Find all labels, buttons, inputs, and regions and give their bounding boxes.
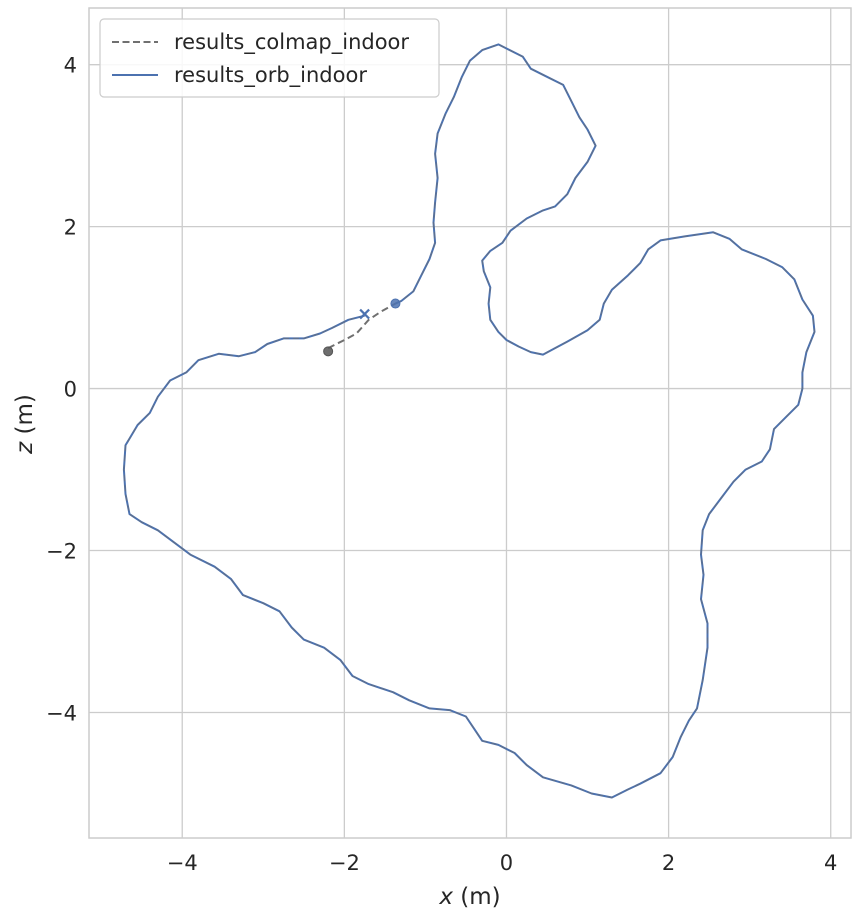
- legend-box: [99, 18, 440, 98]
- y-axis-variable: z: [12, 441, 38, 455]
- x-tick-label: 4: [824, 851, 837, 875]
- y-axis-label: z (m): [12, 394, 38, 455]
- x-tick-label: −2: [329, 851, 360, 875]
- x-tick-label: 0: [500, 851, 513, 875]
- series-line-colmap-overlay: [123, 43, 816, 799]
- y-tick-labels: −4 −2 0 2 4: [46, 54, 77, 726]
- legend: results_colmap_indoor results_orb_indoor: [99, 18, 440, 98]
- series-line-colmap: [327, 302, 396, 349]
- x-axis-label: x (m): [438, 884, 500, 910]
- legend-label-orb: results_orb_indoor: [174, 63, 367, 88]
- grid: [89, 8, 851, 838]
- endpoint-marker-circle: [390, 298, 401, 309]
- y-tick-label: 0: [64, 378, 77, 402]
- x-tick-labels: −4 −2 0 2 4: [167, 851, 838, 875]
- endpoint-marker-circle: [323, 346, 334, 357]
- y-tick-label: −2: [46, 540, 77, 564]
- endpoint-marker-cross: [359, 308, 370, 320]
- plot-frame: [88, 7, 852, 839]
- y-axis-unit: (m): [12, 394, 38, 442]
- y-tick-label: 4: [64, 54, 77, 78]
- y-tick-label: −4: [46, 701, 77, 725]
- y-tick-label: 2: [64, 216, 77, 240]
- x-axis-unit: (m): [453, 884, 501, 910]
- series-layer: [122, 43, 816, 799]
- markers-layer: [323, 298, 401, 357]
- x-tick-label: 2: [662, 851, 675, 875]
- legend-label-colmap: results_colmap_indoor: [174, 30, 409, 55]
- x-tick-label: −4: [167, 851, 198, 875]
- x-axis-variable: x: [438, 884, 453, 910]
